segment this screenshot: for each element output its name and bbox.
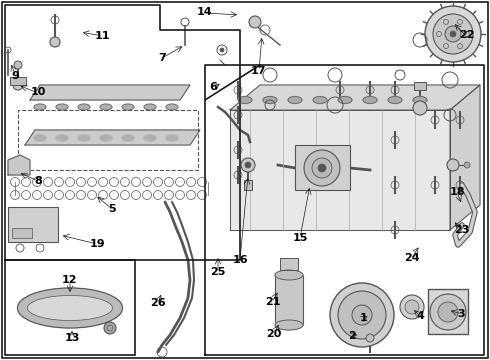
Circle shape [433, 14, 473, 54]
Ellipse shape [100, 104, 112, 110]
Circle shape [405, 300, 419, 314]
Bar [12, 228, 32, 238]
Circle shape [104, 322, 116, 334]
Bar [275, 275, 303, 325]
Text: 2: 2 [348, 330, 356, 341]
Circle shape [450, 31, 456, 37]
Bar [428, 289, 468, 334]
Ellipse shape [275, 270, 303, 280]
Ellipse shape [288, 96, 302, 104]
Ellipse shape [56, 135, 68, 141]
Polygon shape [230, 85, 480, 110]
Text: 23: 23 [454, 225, 469, 235]
Bar [414, 82, 426, 90]
Ellipse shape [275, 320, 303, 330]
Text: 5: 5 [108, 204, 116, 214]
Ellipse shape [34, 104, 46, 110]
Circle shape [50, 37, 60, 47]
Circle shape [241, 158, 255, 172]
Ellipse shape [338, 96, 352, 104]
Text: 18: 18 [450, 186, 465, 197]
Text: 17: 17 [251, 66, 267, 76]
Text: 1: 1 [360, 312, 368, 323]
Bar [18, 110, 198, 170]
Text: 25: 25 [210, 267, 226, 277]
Ellipse shape [56, 104, 68, 110]
Text: 21: 21 [265, 297, 280, 307]
Polygon shape [450, 85, 480, 230]
Ellipse shape [27, 296, 113, 320]
Ellipse shape [166, 104, 178, 110]
Circle shape [438, 302, 458, 322]
Ellipse shape [78, 135, 90, 141]
Polygon shape [8, 155, 30, 175]
Ellipse shape [144, 135, 156, 141]
Circle shape [312, 158, 332, 178]
Bar [244, 180, 252, 190]
Text: 9: 9 [12, 71, 20, 81]
Circle shape [400, 295, 424, 319]
Text: 16: 16 [232, 255, 248, 265]
Ellipse shape [122, 135, 134, 141]
Ellipse shape [388, 96, 402, 104]
Polygon shape [230, 110, 450, 230]
Circle shape [318, 164, 326, 172]
Circle shape [304, 150, 340, 186]
Text: 19: 19 [89, 239, 105, 249]
Bar [280, 258, 298, 270]
Text: 24: 24 [404, 253, 419, 264]
Polygon shape [30, 85, 190, 100]
Bar [295, 145, 350, 190]
Circle shape [425, 6, 481, 62]
Ellipse shape [263, 96, 277, 104]
Text: 4: 4 [416, 311, 424, 321]
Circle shape [445, 26, 461, 42]
Text: 15: 15 [292, 233, 308, 243]
Ellipse shape [34, 135, 46, 141]
Ellipse shape [78, 104, 90, 110]
Bar [5, 260, 135, 355]
Circle shape [220, 48, 224, 52]
Circle shape [430, 294, 466, 330]
Text: 20: 20 [266, 329, 281, 339]
Text: 6: 6 [210, 82, 218, 92]
Text: 3: 3 [458, 309, 466, 319]
Text: 10: 10 [30, 87, 46, 97]
Text: 26: 26 [150, 298, 166, 308]
Polygon shape [25, 130, 200, 145]
Ellipse shape [363, 96, 377, 104]
Text: 12: 12 [62, 275, 77, 285]
Circle shape [245, 162, 251, 168]
Circle shape [366, 334, 374, 342]
Text: 13: 13 [65, 333, 80, 343]
Circle shape [249, 16, 261, 28]
Circle shape [413, 101, 427, 115]
Text: 7: 7 [158, 53, 166, 63]
Text: 14: 14 [197, 7, 213, 17]
Ellipse shape [413, 96, 427, 104]
Ellipse shape [144, 104, 156, 110]
Text: 8: 8 [34, 176, 42, 186]
Circle shape [352, 305, 372, 325]
Ellipse shape [238, 96, 252, 104]
Circle shape [330, 283, 394, 347]
Ellipse shape [18, 288, 122, 328]
Bar [10, 77, 26, 85]
Ellipse shape [100, 135, 112, 141]
Circle shape [338, 291, 386, 339]
Ellipse shape [122, 104, 134, 110]
Ellipse shape [313, 96, 327, 104]
Circle shape [447, 159, 459, 171]
Circle shape [13, 80, 23, 90]
Ellipse shape [166, 135, 178, 141]
Text: 11: 11 [95, 31, 111, 41]
Circle shape [14, 61, 22, 69]
Circle shape [464, 162, 470, 168]
Bar [8, 207, 58, 242]
Text: 22: 22 [459, 30, 474, 40]
